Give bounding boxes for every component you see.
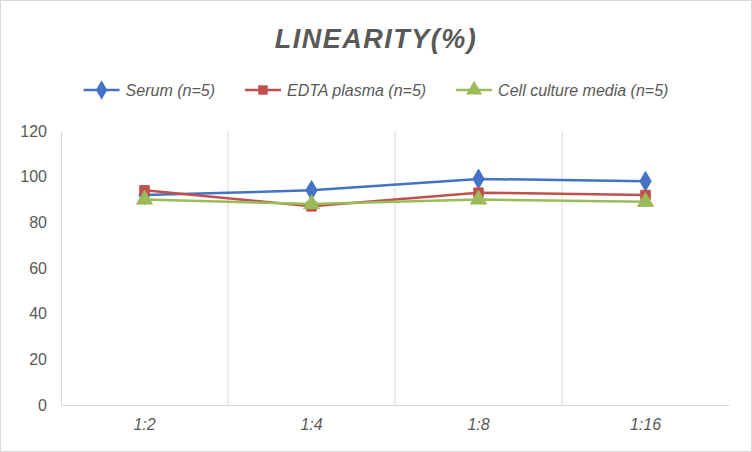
grid-line bbox=[562, 131, 563, 405]
y-tick-label: 120 bbox=[20, 123, 47, 140]
chart-border bbox=[1, 1, 752, 452]
title: LINEARITY(%) bbox=[275, 24, 478, 54]
point bbox=[473, 169, 484, 189]
point bbox=[471, 190, 487, 204]
x-axis: 1:2 1:4 1:8 1:16 bbox=[62, 405, 730, 433]
y-tick: 0 bbox=[38, 397, 61, 414]
legend-label: Serum (n=5) bbox=[126, 82, 215, 99]
y-tick: 120 bbox=[20, 123, 61, 140]
grid-line bbox=[395, 131, 396, 405]
x-tick-label: 1:2 bbox=[133, 416, 155, 433]
legend-marker bbox=[96, 80, 107, 100]
y-tick-label: 60 bbox=[29, 260, 47, 277]
x-tick: 1:16 bbox=[630, 405, 661, 433]
legend-item: Cell culture media (n=5) bbox=[456, 81, 668, 99]
y-tick-label: 80 bbox=[29, 214, 47, 231]
point bbox=[137, 190, 153, 204]
legend-marker bbox=[258, 85, 267, 94]
x-tick: 1:2 bbox=[133, 405, 155, 433]
y-tick: 40 bbox=[29, 305, 61, 322]
series-line bbox=[145, 200, 646, 205]
x-tick-label: 1:4 bbox=[300, 416, 322, 433]
legend-label: EDTA plasma (n=5) bbox=[287, 82, 426, 99]
legend-marker bbox=[466, 81, 482, 95]
point bbox=[304, 195, 320, 209]
y-tick: 60 bbox=[29, 260, 61, 277]
y-tick: 100 bbox=[20, 168, 61, 185]
y-axis-line bbox=[61, 132, 62, 406]
y-tick: 80 bbox=[29, 214, 61, 231]
series-line bbox=[145, 179, 646, 195]
x-axis-line bbox=[62, 405, 730, 406]
y-tick-label: 100 bbox=[20, 168, 47, 185]
x-tick-label: 1:8 bbox=[467, 416, 489, 433]
series-line bbox=[145, 190, 646, 206]
grid bbox=[228, 131, 562, 405]
point bbox=[640, 171, 651, 191]
x-tick-label: 1:16 bbox=[630, 416, 661, 433]
plot-area bbox=[137, 169, 654, 211]
y-tick-label: 20 bbox=[29, 351, 47, 368]
legend-item: EDTA plasma (n=5) bbox=[245, 82, 426, 99]
legend-label: Cell culture media (n=5) bbox=[498, 82, 668, 99]
x-tick: 1:8 bbox=[467, 405, 489, 433]
y-tick-label: 40 bbox=[29, 305, 47, 322]
grid-line bbox=[228, 131, 229, 405]
y-axis: 0 20 40 60 80 100 120 bbox=[20, 123, 61, 414]
chart: LINEARITY(%) 0 20 40 60 80 100 120 1:2 1:4 1:8 1:16… bbox=[0, 0, 752, 452]
y-tick-label: 0 bbox=[38, 397, 47, 414]
y-tick: 20 bbox=[29, 351, 61, 368]
legend-item: Serum (n=5) bbox=[84, 80, 215, 100]
point bbox=[638, 193, 654, 207]
legend: Serum (n=5) EDTA plasma (n=5) Cell culture… bbox=[84, 80, 669, 100]
x-tick: 1:4 bbox=[300, 405, 322, 433]
